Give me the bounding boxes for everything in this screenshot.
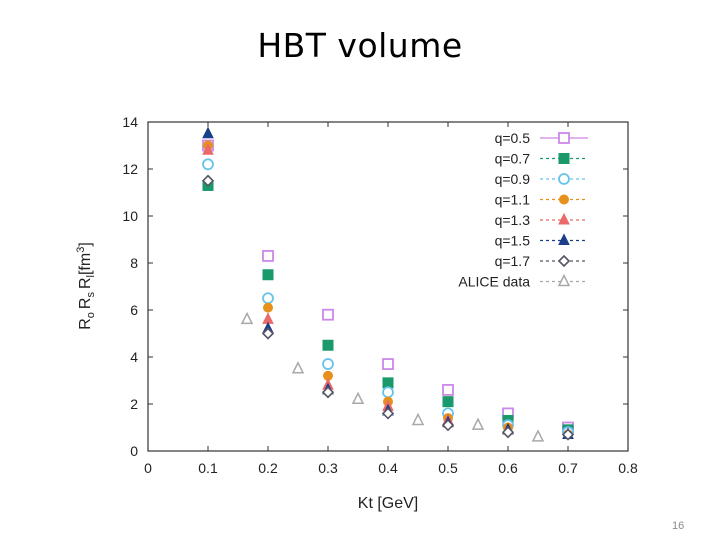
slide-title: HBT volume xyxy=(257,26,463,65)
data-point xyxy=(240,311,254,325)
data-point xyxy=(321,386,335,399)
data-point xyxy=(382,358,394,370)
legend-marker xyxy=(558,212,570,225)
data-point xyxy=(442,396,454,408)
x-tick-label: 0.8 xyxy=(618,460,638,476)
legend-marker xyxy=(559,194,569,205)
data-point xyxy=(531,429,545,442)
data-point xyxy=(262,250,274,262)
data-point xyxy=(322,308,334,321)
x-tick-label: 0.5 xyxy=(438,460,458,476)
legend-marker xyxy=(557,254,571,268)
data-point xyxy=(201,174,215,187)
data-point xyxy=(441,419,455,432)
data-point xyxy=(382,386,394,399)
legend-label: q=1.7 xyxy=(495,253,531,269)
x-axis-ticks: 0 0.1 0.2 0.3 0.4 0.5 0.6 0.7 0.8 xyxy=(144,122,638,476)
x-axis-label: Kt [GeV] xyxy=(358,495,418,512)
y-tick-label: 0 xyxy=(130,443,138,459)
y-tick-label: 8 xyxy=(130,255,138,271)
y-tick-label: 6 xyxy=(130,302,138,318)
data-point xyxy=(202,143,214,155)
data-point xyxy=(322,339,334,351)
data-point xyxy=(561,428,575,441)
y-axis-ticks: 0 2 4 6 8 10 12 14 xyxy=(122,114,628,459)
y-tick-label: 10 xyxy=(122,208,138,224)
x-tick-label: 0 xyxy=(144,460,152,476)
data-point xyxy=(261,327,275,340)
x-tick-label: 0.2 xyxy=(258,460,278,476)
data-point xyxy=(351,391,365,405)
data-point xyxy=(501,426,515,439)
data-point xyxy=(322,358,334,370)
series-7 xyxy=(240,311,545,442)
y-tick-label: 2 xyxy=(130,396,138,412)
y-tick-label: 4 xyxy=(130,349,138,365)
x-tick-label: 0.1 xyxy=(198,460,218,476)
x-tick-label: 0.3 xyxy=(318,460,338,476)
data-point xyxy=(411,412,425,426)
data-point xyxy=(471,417,485,430)
legend-marker xyxy=(558,153,570,164)
data-point xyxy=(202,158,214,171)
legend: q=0.5 q=0.7 q=0.9 q=1.1 q=1.3 q=1.5 q=1.7 ALICE… xyxy=(458,130,588,290)
legend-marker xyxy=(558,132,570,144)
legend-label: q=0.7 xyxy=(495,151,531,167)
x-tick-label: 0.7 xyxy=(558,460,578,476)
legend-marker xyxy=(558,173,570,185)
data-point xyxy=(291,361,305,374)
data-point xyxy=(262,292,274,305)
data-point xyxy=(202,126,214,139)
data-point xyxy=(381,407,395,420)
legend-marker xyxy=(558,233,570,245)
series-6 xyxy=(201,174,575,441)
x-tick-label: 0.6 xyxy=(498,460,518,476)
legend-label: ALICE data xyxy=(458,274,530,290)
data-point xyxy=(442,383,454,396)
data-point xyxy=(262,269,274,281)
legend-marker xyxy=(557,273,571,287)
x-tick-label: 0.4 xyxy=(378,460,398,476)
slide-number: 16 xyxy=(672,520,685,532)
legend-label: q=0.9 xyxy=(495,171,531,187)
data-series xyxy=(201,126,575,442)
y-axis-label: RoRsRl[fm3] xyxy=(75,242,97,330)
legend-label: q=0.5 xyxy=(495,130,531,146)
legend-label: q=1.1 xyxy=(495,192,531,208)
y-tick-label: 14 xyxy=(122,114,138,130)
legend-label: q=1.5 xyxy=(495,233,531,249)
hbt-volume-chart: 0 0.1 0.2 0.3 0.4 0.5 0.6 0.7 0.8 0 2 4 6 8 10 12 14 q=… xyxy=(75,114,638,512)
data-point xyxy=(263,302,273,313)
y-tick-label: 12 xyxy=(122,161,138,177)
legend-label: q=1.3 xyxy=(495,212,531,228)
